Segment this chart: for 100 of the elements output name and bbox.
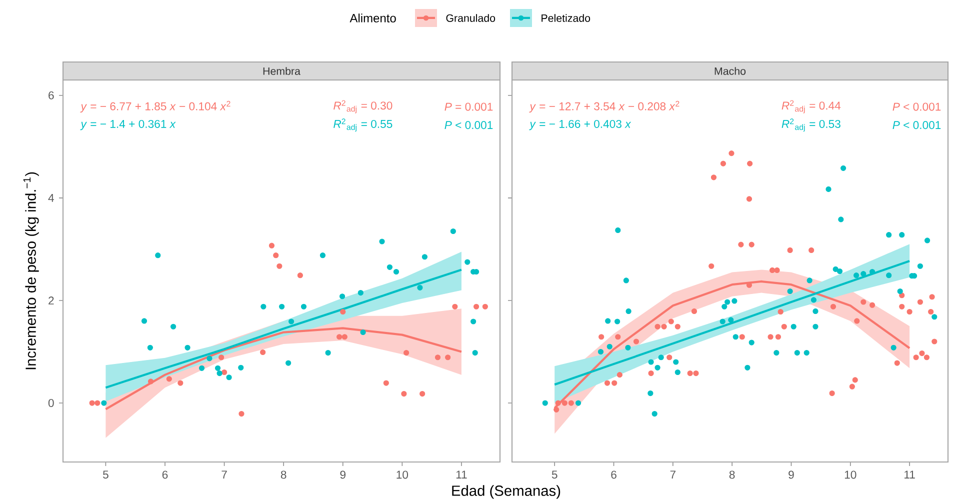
point — [214, 365, 221, 371]
point — [854, 318, 860, 324]
point — [744, 364, 750, 370]
point — [932, 338, 938, 344]
point — [808, 247, 814, 254]
point — [899, 232, 905, 238]
point — [648, 370, 654, 376]
point — [673, 359, 679, 365]
point — [339, 294, 346, 300]
point — [562, 400, 568, 406]
point — [747, 160, 753, 166]
point — [648, 359, 654, 365]
point — [340, 308, 346, 315]
point — [674, 324, 680, 330]
annotation: P < 0.001 — [892, 102, 941, 111]
point — [917, 263, 923, 269]
point — [260, 304, 266, 310]
point — [147, 344, 153, 350]
x-axis-title: Edad (Semanas) — [452, 485, 560, 499]
annotation: P = 0.001 — [444, 102, 493, 111]
point — [886, 232, 892, 238]
point — [929, 294, 935, 300]
point — [899, 304, 905, 310]
chart-title: Hembra — [263, 67, 300, 75]
point — [693, 370, 699, 376]
point — [206, 356, 212, 362]
annotation: y = − 12.7 + 3.54 x − 0.208 x$^{2}$ — [529, 100, 680, 113]
point — [890, 344, 896, 350]
point — [691, 308, 698, 314]
point — [155, 252, 161, 258]
point — [674, 369, 680, 376]
point — [401, 390, 407, 397]
point — [932, 314, 938, 320]
x-tick-label: 10 — [396, 470, 408, 479]
point — [273, 252, 279, 258]
point — [804, 350, 810, 356]
point — [434, 354, 441, 360]
point — [774, 350, 780, 356]
point — [829, 390, 835, 396]
point — [919, 350, 925, 356]
x-tick-label: 9 — [788, 470, 794, 479]
point — [917, 299, 923, 305]
point — [928, 308, 934, 315]
point — [781, 324, 787, 330]
point — [648, 390, 654, 396]
point — [836, 268, 843, 274]
point — [379, 238, 385, 244]
x-tick-label: 7 — [222, 470, 227, 478]
point — [768, 334, 774, 340]
point — [575, 400, 582, 406]
point — [625, 344, 631, 350]
point — [320, 252, 326, 258]
point — [666, 354, 672, 360]
point — [404, 350, 410, 356]
point — [598, 334, 604, 340]
point — [170, 324, 176, 330]
point — [924, 238, 930, 244]
y-tick-label: 4 — [48, 194, 54, 202]
point — [616, 372, 622, 378]
annotation: P < 0.001 — [892, 121, 941, 130]
point — [826, 186, 832, 192]
point — [612, 380, 618, 386]
point — [720, 318, 726, 324]
point — [226, 374, 232, 380]
point — [288, 318, 294, 324]
point — [652, 410, 658, 417]
point — [810, 297, 817, 303]
point — [894, 360, 900, 366]
point — [854, 272, 860, 278]
line-series — [104, 327, 463, 410]
point — [482, 304, 488, 310]
annotation: P < 0.001 — [444, 121, 493, 130]
point — [623, 278, 629, 284]
point — [654, 324, 660, 330]
point — [728, 317, 734, 323]
line-series — [104, 268, 463, 389]
point — [452, 304, 458, 310]
point — [472, 350, 478, 356]
point — [555, 400, 561, 406]
point — [89, 400, 95, 406]
point — [94, 400, 100, 406]
point — [184, 344, 190, 350]
point — [383, 380, 389, 386]
point — [606, 344, 612, 350]
point — [386, 264, 393, 270]
point — [746, 196, 752, 202]
point — [654, 364, 660, 370]
point — [604, 380, 610, 386]
point — [420, 390, 426, 397]
point — [101, 400, 107, 406]
point — [886, 272, 892, 278]
point — [422, 254, 428, 260]
point — [924, 354, 930, 360]
point — [238, 410, 244, 417]
point — [739, 334, 745, 340]
point — [687, 370, 693, 376]
point — [869, 302, 876, 308]
point — [342, 334, 348, 340]
point — [615, 334, 621, 340]
y-axis-title: Incremento de peso (kg ind.$^{−1}$) — [23, 172, 39, 370]
